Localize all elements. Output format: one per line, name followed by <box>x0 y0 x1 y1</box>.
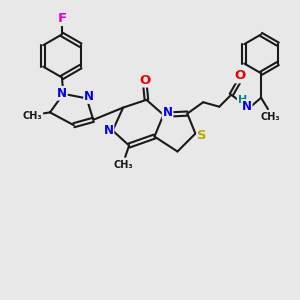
Text: CH₃: CH₃ <box>23 111 43 121</box>
Text: CH₃: CH₃ <box>261 112 280 122</box>
Text: N: N <box>84 90 94 103</box>
Text: S: S <box>197 129 207 142</box>
Text: F: F <box>57 12 67 25</box>
Text: CH₃: CH₃ <box>114 160 134 170</box>
Text: N: N <box>57 87 67 100</box>
Text: N: N <box>242 100 252 113</box>
Text: O: O <box>235 69 246 82</box>
Text: O: O <box>139 74 151 87</box>
Text: N: N <box>103 124 113 137</box>
Text: N: N <box>163 106 172 119</box>
Text: H: H <box>238 95 247 105</box>
